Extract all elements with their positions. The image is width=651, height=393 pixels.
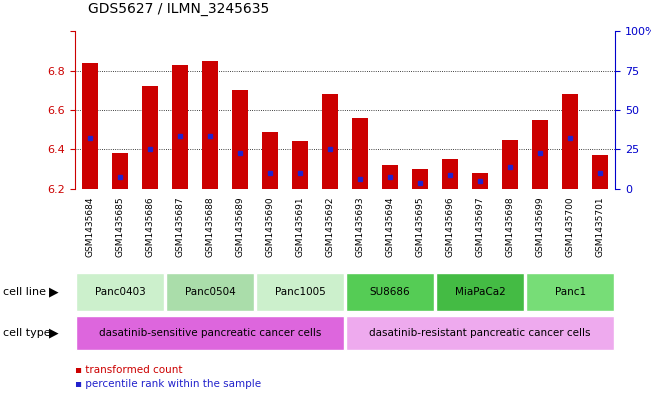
Text: GSM1435696: GSM1435696 [445, 196, 454, 257]
Bar [562, 94, 579, 189]
Bar [436, 273, 524, 311]
Text: GSM1435686: GSM1435686 [145, 196, 154, 257]
Text: GSM1435689: GSM1435689 [236, 196, 245, 257]
Bar [412, 169, 428, 189]
Text: GSM1435688: GSM1435688 [206, 196, 214, 257]
Text: GSM1435692: GSM1435692 [326, 196, 335, 257]
Text: Panc0403: Panc0403 [94, 287, 145, 297]
Text: dasatinib-resistant pancreatic cancer cells: dasatinib-resistant pancreatic cancer ce… [369, 328, 591, 338]
Bar [322, 94, 339, 189]
Bar [172, 65, 188, 189]
Bar [111, 153, 128, 189]
Bar [527, 273, 614, 311]
Bar [202, 61, 218, 189]
Text: GSM1435694: GSM1435694 [385, 196, 395, 257]
Text: Panc1005: Panc1005 [275, 287, 326, 297]
Text: GSM1435687: GSM1435687 [175, 196, 184, 257]
Bar [166, 273, 254, 311]
Bar [592, 155, 609, 189]
Text: GSM1435695: GSM1435695 [415, 196, 424, 257]
Text: GSM1435697: GSM1435697 [476, 196, 484, 257]
Text: MiaPaCa2: MiaPaCa2 [455, 287, 505, 297]
Bar [76, 273, 163, 311]
Bar [502, 140, 518, 189]
Text: SU8686: SU8686 [370, 287, 410, 297]
Bar [472, 173, 488, 189]
Bar [442, 159, 458, 189]
Bar [292, 141, 309, 189]
Text: ▪ transformed count: ▪ transformed count [75, 365, 182, 375]
Text: GSM1435693: GSM1435693 [355, 196, 365, 257]
Bar [232, 90, 248, 189]
Text: ▶: ▶ [49, 285, 59, 298]
Bar [381, 165, 398, 189]
Bar [256, 273, 344, 311]
Bar [532, 120, 548, 189]
Bar [346, 316, 614, 350]
Bar [76, 316, 344, 350]
Text: GDS5627 / ILMN_3245635: GDS5627 / ILMN_3245635 [88, 2, 269, 16]
Text: GSM1435698: GSM1435698 [506, 196, 515, 257]
Text: ▶: ▶ [49, 327, 59, 340]
Text: dasatinib-sensitive pancreatic cancer cells: dasatinib-sensitive pancreatic cancer ce… [99, 328, 321, 338]
Text: GSM1435691: GSM1435691 [296, 196, 305, 257]
Text: Panc0504: Panc0504 [185, 287, 235, 297]
Text: GSM1435701: GSM1435701 [596, 196, 605, 257]
Text: ▪ percentile rank within the sample: ▪ percentile rank within the sample [75, 379, 261, 389]
Bar [81, 63, 98, 189]
Text: GSM1435684: GSM1435684 [85, 196, 94, 257]
Text: cell type: cell type [3, 328, 51, 338]
Text: Panc1: Panc1 [555, 287, 586, 297]
Text: GSM1435700: GSM1435700 [566, 196, 575, 257]
Text: cell line: cell line [3, 287, 46, 297]
Bar [142, 86, 158, 189]
Bar [346, 273, 434, 311]
Text: GSM1435690: GSM1435690 [266, 196, 275, 257]
Bar [352, 118, 368, 189]
Bar [262, 132, 278, 189]
Text: GSM1435685: GSM1435685 [115, 196, 124, 257]
Text: GSM1435699: GSM1435699 [536, 196, 545, 257]
